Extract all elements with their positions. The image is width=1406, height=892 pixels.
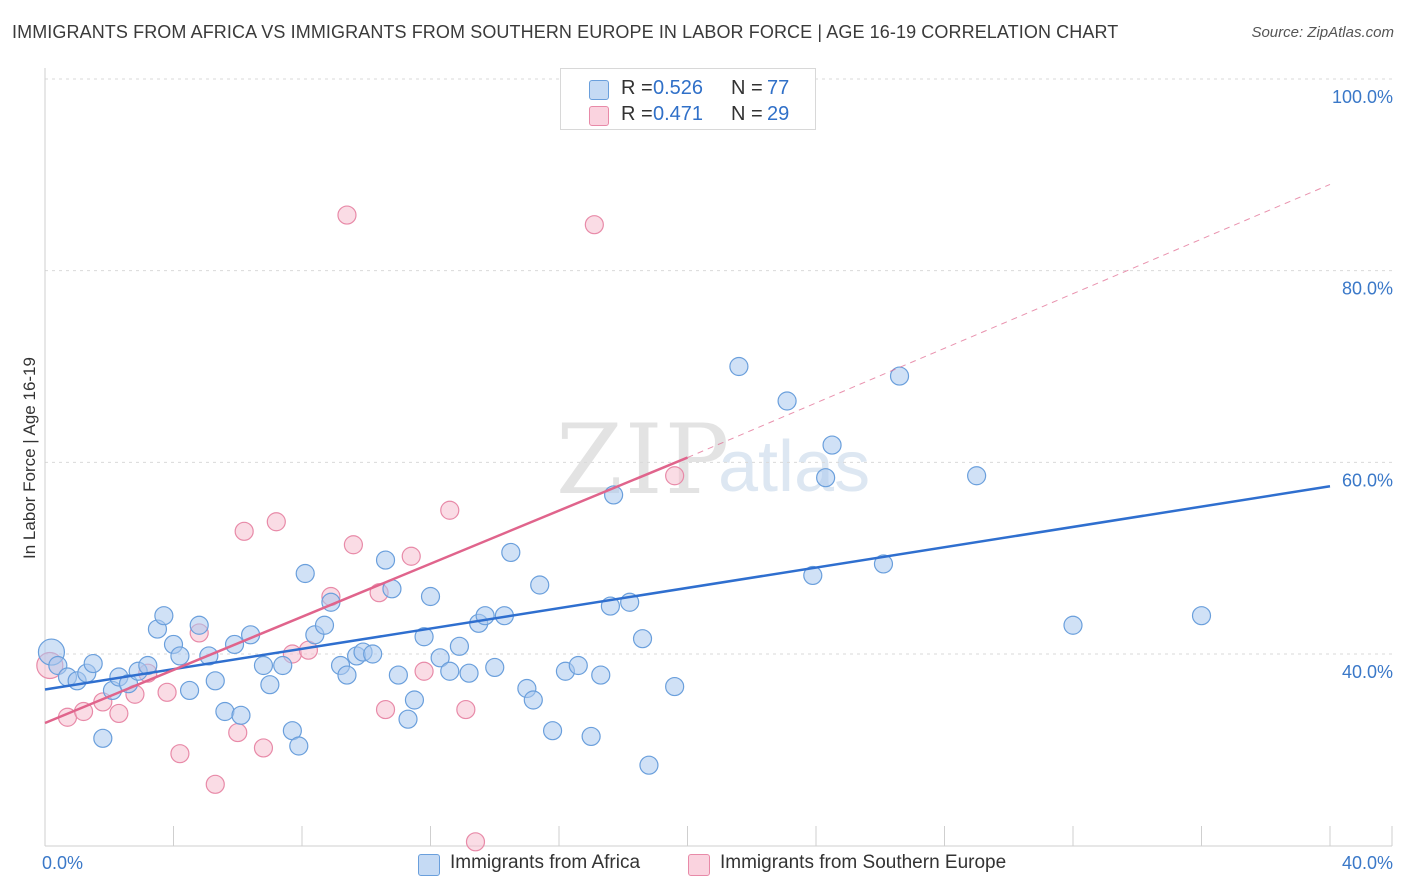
- bottom-legend-swatch-seurope: [688, 854, 710, 876]
- chart-title: IMMIGRANTS FROM AFRICA VS IMMIGRANTS FRO…: [12, 22, 1119, 42]
- africa-point: [363, 644, 383, 664]
- africa-point: [253, 655, 274, 676]
- africa-point: [420, 586, 441, 607]
- correlation-legend: R = 0.526 N = 77 R = 0.471 N = 29: [560, 68, 816, 130]
- africa-point: [231, 705, 251, 725]
- seurope-point: [665, 466, 685, 486]
- legend-n-value: 77: [767, 77, 790, 99]
- africa-point: [83, 653, 103, 674]
- legend-n-label: N =: [731, 103, 763, 125]
- africa-point: [289, 736, 309, 756]
- africa-point: [568, 655, 588, 676]
- africa-point: [1191, 606, 1212, 626]
- africa-point: [295, 563, 315, 584]
- africa-point: [591, 665, 611, 685]
- seurope-point: [584, 215, 604, 235]
- legend-r-value: 0.471: [653, 103, 704, 125]
- y-tick-label: 80.0%: [1342, 279, 1393, 299]
- africa-point: [639, 755, 659, 775]
- africa-point: [154, 606, 174, 626]
- x-tick-label: 0.0%: [42, 853, 83, 873]
- africa-point: [501, 542, 521, 563]
- legend-r-value: 0.526: [653, 77, 704, 99]
- africa-point: [273, 655, 293, 676]
- seurope-point: [343, 535, 363, 555]
- bottom-legend-label-seurope: Immigrants from Southern Europe: [720, 852, 1007, 873]
- africa-point: [449, 636, 470, 656]
- africa-point: [816, 468, 836, 488]
- africa-point: [430, 648, 450, 668]
- bottom-legend-swatch-africa: [418, 854, 440, 876]
- africa-point: [314, 615, 335, 635]
- y-tick-label: 40.0%: [1342, 662, 1393, 682]
- watermark-zip: ZIP: [556, 404, 732, 516]
- africa-point: [777, 391, 797, 411]
- africa-point: [967, 466, 987, 486]
- africa-point: [189, 615, 209, 635]
- seurope-point: [170, 744, 190, 764]
- africa-point: [729, 356, 749, 377]
- africa-point: [440, 661, 460, 681]
- africa-point: [523, 690, 543, 710]
- y-axis-label: In Labor Force | Age 16-19: [20, 357, 39, 559]
- seurope-point: [266, 512, 286, 532]
- source-label: Source: ZipAtlas.com: [1251, 24, 1394, 41]
- seurope-point: [456, 699, 476, 720]
- seurope-point: [109, 703, 129, 724]
- africa-point: [138, 655, 158, 676]
- africa-point: [873, 554, 894, 574]
- seurope-point: [414, 661, 434, 681]
- africa-point: [485, 657, 505, 678]
- africa-point: [414, 627, 434, 647]
- seurope-point: [234, 521, 254, 541]
- seurope-point: [465, 832, 486, 852]
- y-tick-label: 60.0%: [1342, 470, 1393, 490]
- legend-n-label: N =: [731, 77, 763, 99]
- africa-point: [93, 728, 113, 748]
- africa-point: [459, 663, 479, 683]
- y-tick-label: 100.0%: [1332, 87, 1393, 107]
- africa-point: [1063, 615, 1083, 635]
- africa-point: [581, 726, 601, 747]
- seurope-point: [401, 546, 421, 566]
- seurope-point: [375, 699, 396, 720]
- legend-n-value: 29: [767, 103, 790, 125]
- seurope-trend-line: [44, 456, 688, 725]
- legend-r-label: R =: [621, 103, 653, 125]
- africa-point: [398, 709, 418, 729]
- seurope-point: [253, 738, 274, 758]
- africa-point: [260, 675, 280, 695]
- africa-point: [542, 721, 563, 741]
- legend-row-seurope: R = 0.471 N = 29: [561, 102, 815, 128]
- africa-point: [530, 575, 550, 595]
- legend-r-label: R =: [621, 77, 653, 99]
- legend-row-africa: R = 0.526 N = 77: [561, 76, 815, 102]
- seurope-point: [440, 500, 460, 520]
- seurope-trend-extension: [687, 183, 1331, 459]
- africa-point: [803, 565, 823, 586]
- watermark-atlas: atlas: [718, 427, 871, 507]
- africa-point: [337, 665, 357, 685]
- seurope-point: [228, 722, 248, 743]
- seurope-point: [337, 205, 357, 225]
- seurope-point: [205, 774, 225, 794]
- africa-point: [632, 629, 653, 649]
- africa-point: [205, 671, 225, 691]
- africa-point: [170, 646, 190, 666]
- bottom-legend-label-africa: Immigrants from Africa: [450, 852, 641, 873]
- africa-point: [215, 701, 235, 722]
- africa-point: [822, 435, 842, 455]
- africa-trend-line: [44, 485, 1331, 691]
- seurope-point: [157, 682, 177, 702]
- legend-swatch-africa: [589, 80, 609, 100]
- africa-point: [889, 366, 910, 386]
- x-tick-label: 40.0%: [1342, 853, 1393, 873]
- africa-point: [404, 690, 425, 710]
- africa-point: [388, 665, 408, 685]
- legend-swatch-seurope: [589, 106, 609, 126]
- africa-point: [665, 676, 685, 697]
- africa-point: [375, 550, 396, 570]
- africa-point: [179, 680, 200, 701]
